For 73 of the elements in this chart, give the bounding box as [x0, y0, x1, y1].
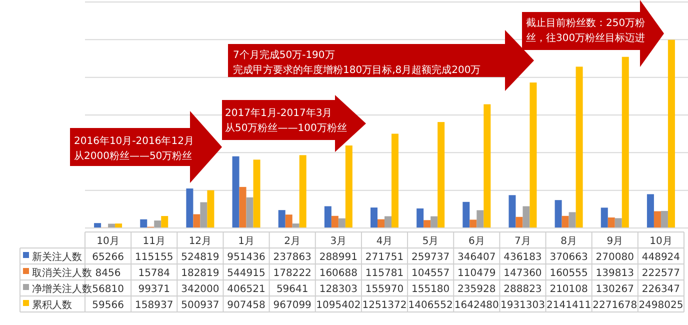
legend-label: 新关注人数	[32, 251, 82, 263]
data-label: 155180	[411, 284, 450, 295]
data-label: 226347	[642, 284, 680, 295]
data-label: 104557	[411, 268, 450, 279]
data-label: 1406552	[408, 300, 453, 311]
x-tick-label: 10月	[650, 236, 672, 247]
data-label: 158937	[135, 300, 174, 311]
data-label: 1095402	[316, 300, 361, 311]
x-tick-label: 11月	[142, 236, 166, 247]
data-label: 2271678	[592, 300, 638, 311]
data-label: 2498025	[638, 300, 684, 311]
legend-label: 净增关注人数	[32, 283, 92, 295]
x-tick-label: 12月	[188, 236, 212, 247]
data-label: 110479	[458, 268, 496, 279]
x-tick-label: 8月	[560, 236, 577, 247]
data-label: 370663	[550, 252, 588, 263]
data-label: 147360	[504, 268, 542, 279]
x-tick-label: 9月	[606, 236, 624, 247]
data-label: 342000	[181, 284, 220, 295]
data-label: 270080	[596, 252, 634, 263]
data-label: 155970	[365, 284, 404, 295]
data-label: 406521	[227, 284, 266, 295]
data-label: 1642480	[454, 300, 499, 311]
data-label: 115781	[365, 268, 404, 279]
data-label: 128303	[319, 284, 358, 295]
data-label: 907458	[227, 300, 266, 311]
data-label: 500937	[181, 300, 220, 311]
data-label: 544915	[227, 268, 266, 279]
data-label: 951436	[227, 252, 266, 263]
data-label: 237863	[273, 252, 312, 263]
x-tick-label: 4月	[376, 236, 393, 247]
data-label: 436183	[504, 252, 542, 263]
x-tick-label: 1月	[238, 236, 254, 247]
annotation: 截止目前粉丝数：250万粉丝，往300万粉丝目标迈进	[526, 17, 646, 44]
data-label: 1251372	[362, 300, 407, 311]
data-label: 235928	[458, 284, 496, 295]
x-tick-label: 6月	[468, 236, 485, 247]
data-label: 288823	[504, 284, 542, 295]
data-label: 59566	[92, 300, 124, 311]
x-tick-label: 5月	[422, 236, 439, 247]
data-label: 967099	[273, 300, 312, 311]
legend-label: 取消关注人数	[32, 267, 92, 279]
data-label: 8456	[95, 268, 121, 279]
data-label: 210108	[550, 284, 588, 295]
legend-label: 累积人数	[32, 300, 72, 311]
x-tick-label: 7月	[514, 236, 531, 247]
data-label: 178222	[273, 268, 312, 279]
annotation: 7个月完成50万-190万完成甲方要求的年度增粉180万目标,8月超额完成200万	[233, 49, 481, 76]
annotation: 2017年1月-2017年3月从50万粉丝——100万粉丝	[225, 107, 347, 134]
data-label: 15784	[138, 268, 170, 279]
data-label: 346407	[458, 252, 496, 263]
data-label: 1931303	[500, 300, 546, 311]
data-label: 288991	[319, 252, 358, 263]
data-label: 182819	[181, 268, 220, 279]
data-label: 222577	[642, 268, 680, 279]
data-label: 271751	[365, 252, 404, 263]
data-label: 448924	[642, 252, 680, 263]
data-label: 160555	[550, 268, 588, 279]
x-tick-label: 2月	[284, 236, 301, 247]
data-label: 160688	[319, 268, 358, 279]
annotation: 2016年10月-2016年12月从2000粉丝——50万粉丝	[74, 135, 194, 162]
data-label: 524819	[181, 252, 220, 263]
data-label: 56810	[92, 284, 124, 295]
x-tick-label: 3月	[330, 236, 347, 247]
data-label: 139813	[596, 268, 634, 279]
data-label: 2141411	[546, 300, 592, 311]
x-tick-label: 10月	[96, 236, 120, 247]
data-label: 115155	[135, 252, 174, 263]
data-label: 65266	[92, 252, 124, 263]
data-label: 59641	[276, 284, 308, 295]
data-label: 99371	[138, 284, 170, 295]
data-label: 259737	[411, 252, 450, 263]
data-label: 130267	[596, 284, 634, 295]
